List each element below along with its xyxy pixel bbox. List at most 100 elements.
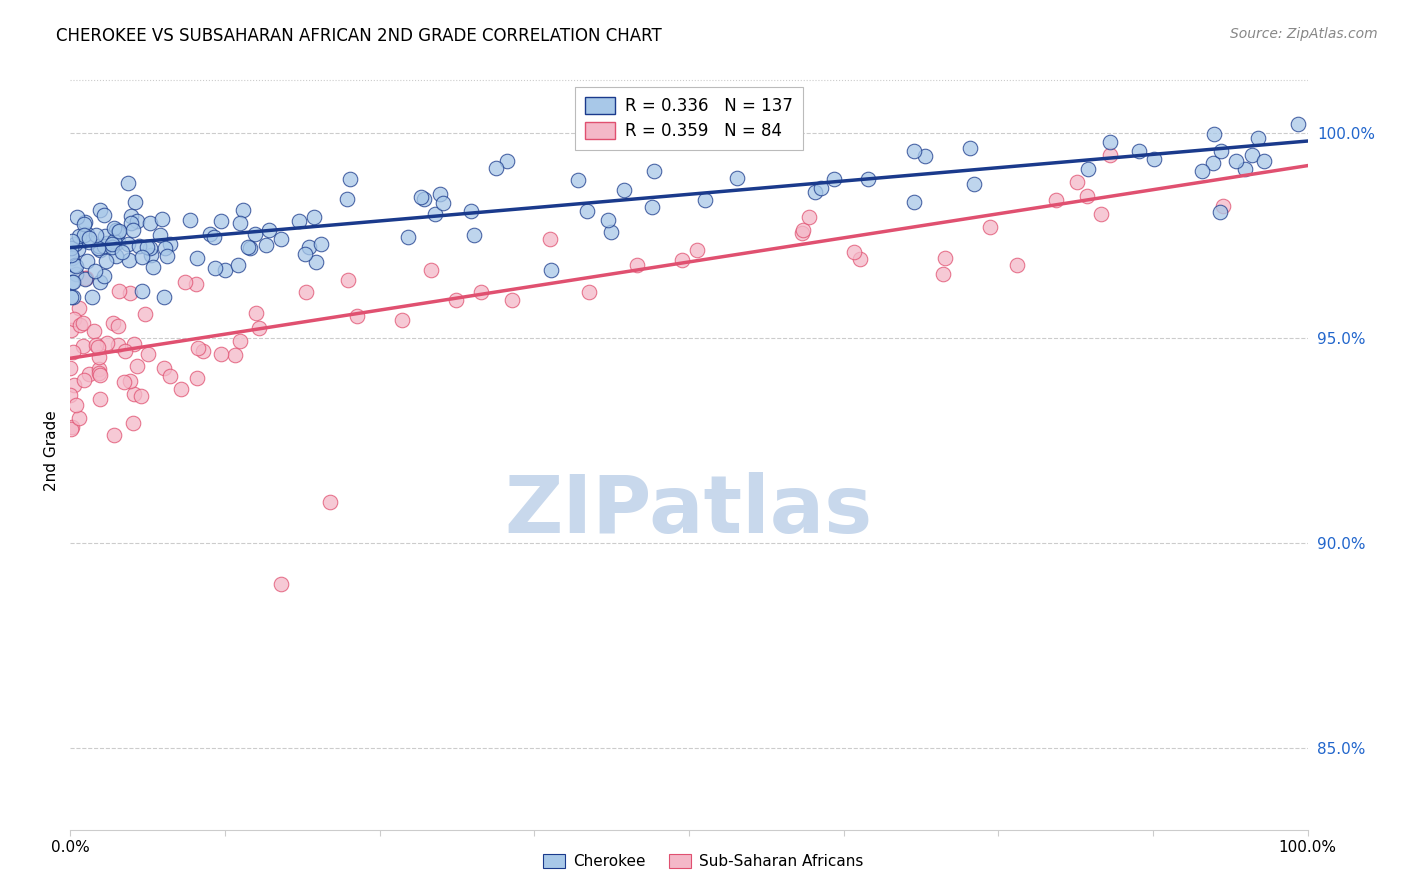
Point: [65, 267, 87, 281]
Point: [346, 310, 368, 324]
Point: [117, 176, 139, 190]
Point: [128, 238, 150, 252]
Point: [124, 194, 146, 209]
Point: [75, 271, 97, 285]
Point: [62, 290, 84, 304]
Point: [93, 208, 115, 222]
Point: [83, 324, 105, 338]
Point: [485, 161, 508, 175]
Point: [72, 339, 94, 353]
Point: [337, 273, 360, 287]
Point: [89, 392, 111, 407]
Point: [232, 202, 254, 217]
Point: [60, 290, 83, 304]
Point: [1005, 259, 1028, 273]
Point: [496, 153, 519, 168]
Point: [60, 322, 83, 336]
Point: [111, 244, 134, 259]
Point: [1202, 155, 1225, 169]
Point: [1076, 188, 1098, 202]
Point: [932, 267, 955, 281]
Point: [60, 275, 83, 289]
Point: [60, 419, 83, 434]
Legend: R = 0.336   N = 137, R = 0.359   N = 84: R = 0.336 N = 137, R = 0.359 N = 84: [575, 87, 803, 150]
Point: [685, 243, 707, 257]
Point: [139, 248, 162, 262]
Point: [1233, 161, 1256, 176]
Point: [319, 494, 342, 508]
Point: [599, 225, 621, 239]
Point: [112, 375, 135, 389]
Point: [94, 253, 117, 268]
Point: [309, 237, 332, 252]
Point: [643, 163, 665, 178]
Point: [1143, 153, 1166, 167]
Point: [84, 263, 107, 277]
Point: [79, 235, 101, 250]
Point: [1288, 117, 1310, 131]
Point: [336, 193, 359, 207]
Point: [446, 293, 468, 307]
Point: [567, 172, 589, 186]
Point: [799, 210, 821, 224]
Point: [396, 230, 419, 244]
Point: [170, 382, 193, 396]
Point: [63, 312, 86, 326]
Point: [73, 270, 96, 285]
Point: [77, 231, 100, 245]
Point: [1076, 161, 1098, 176]
Point: [121, 223, 143, 237]
Point: [575, 203, 598, 218]
Point: [125, 359, 148, 374]
Point: [125, 214, 148, 228]
Point: [391, 313, 413, 327]
Point: [1066, 175, 1088, 189]
Point: [75, 215, 97, 229]
Point: [641, 200, 664, 214]
Point: [305, 255, 328, 269]
Point: [100, 237, 122, 252]
Point: [903, 144, 925, 158]
Point: [103, 428, 125, 442]
Point: [173, 275, 195, 289]
Point: [118, 286, 141, 301]
Point: [76, 227, 98, 241]
Point: [93, 239, 115, 253]
Point: [67, 301, 90, 315]
Point: [792, 223, 814, 237]
Point: [104, 222, 127, 236]
Point: [120, 209, 142, 223]
Point: [411, 190, 433, 204]
Point: [671, 252, 693, 267]
Point: [245, 227, 267, 242]
Point: [60, 422, 83, 436]
Point: [209, 347, 232, 361]
Point: [810, 181, 832, 195]
Point: [150, 212, 173, 227]
Point: [302, 210, 325, 224]
Point: [63, 378, 86, 392]
Point: [229, 216, 252, 230]
Point: [1045, 193, 1067, 207]
Point: [67, 242, 90, 256]
Point: [959, 141, 981, 155]
Point: [159, 236, 181, 251]
Point: [186, 370, 208, 384]
Point: [105, 249, 128, 263]
Point: [72, 217, 94, 231]
Point: [429, 186, 451, 201]
Point: [131, 250, 153, 264]
Point: [804, 185, 827, 199]
Point: [187, 341, 209, 355]
Point: [122, 387, 145, 401]
Point: [202, 229, 225, 244]
Point: [295, 285, 318, 299]
Point: [87, 366, 110, 380]
Point: [114, 344, 136, 359]
Point: [122, 337, 145, 351]
Point: [86, 338, 108, 352]
Point: [257, 222, 280, 236]
Point: [288, 214, 311, 228]
Point: [93, 268, 115, 283]
Point: [1253, 154, 1275, 169]
